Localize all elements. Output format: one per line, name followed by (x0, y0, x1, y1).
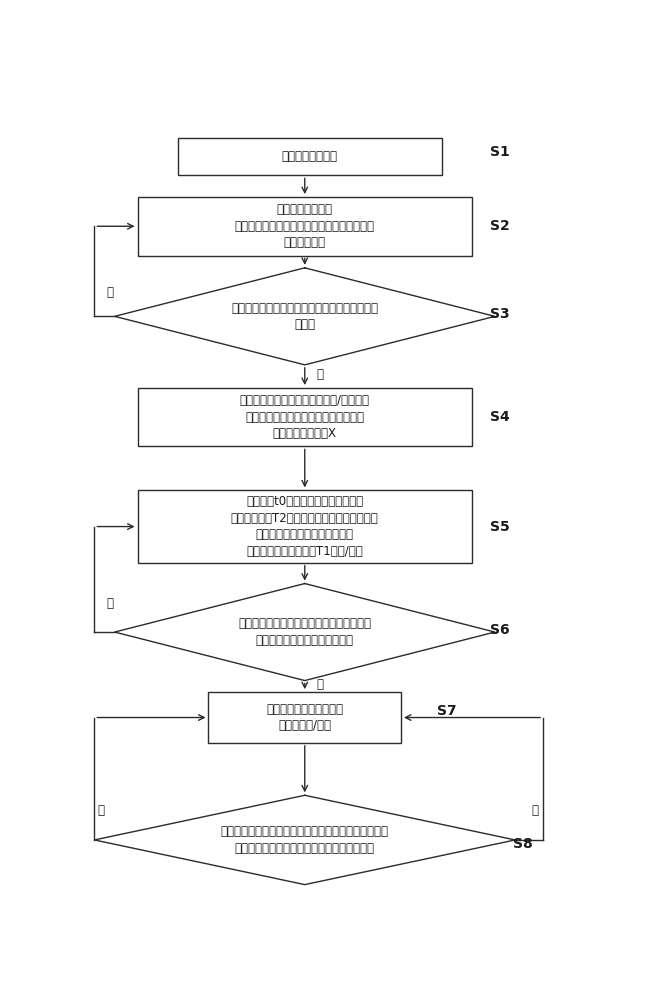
FancyBboxPatch shape (209, 692, 401, 743)
Text: 采集室内温度数据并输出至温度控制器，温度控制器判
断当前室内温度是否偏离设定温度超过预设值: 采集室内温度数据并输出至温度控制器，温度控制器判 断当前室内温度是否偏离设定温度… (221, 825, 388, 855)
Text: 设定期望温度数据: 设定期望温度数据 (282, 150, 338, 163)
Text: S7: S7 (437, 704, 456, 718)
FancyBboxPatch shape (137, 197, 472, 256)
Text: S2: S2 (490, 219, 509, 233)
Text: 温度控制器停止控制制冷
模块输出冷/热气: 温度控制器停止控制制冷 模块输出冷/热气 (266, 703, 343, 732)
Text: S5: S5 (490, 520, 509, 534)
Polygon shape (114, 268, 495, 365)
Text: 输出期望温度数据对应温度的冷/热气，并
计算期望温度数据与第一室内温度数据
之间的初始温度差X: 输出期望温度数据对应温度的冷/热气，并 计算期望温度数据与第一室内温度数据 之间… (240, 394, 370, 440)
Text: 否: 否 (317, 368, 324, 381)
Polygon shape (94, 795, 515, 885)
Text: 否: 否 (532, 804, 539, 817)
Text: 是: 是 (97, 804, 105, 817)
Text: 采集初始时刻第一
室内温度数据并输出至中央空调温度控制系统
的温度控制器: 采集初始时刻第一 室内温度数据并输出至中央空调温度控制系统 的温度控制器 (235, 203, 375, 249)
Text: 经过时间t0后至下一时刻，采集第二
室内温度数据T2并输出给温度控制器，温度控
制器控制中央空调温度控制系统
的制冷模块输出温度为T1的冷/热气: 经过时间t0后至下一时刻，采集第二 室内温度数据T2并输出给温度控制器，温度控 … (231, 495, 379, 558)
Text: 温度控制器判断期望温度数据与第一室内温度是
否相同: 温度控制器判断期望温度数据与第一室内温度是 否相同 (232, 302, 378, 331)
Text: S4: S4 (490, 410, 509, 424)
Text: S1: S1 (490, 145, 509, 159)
Text: 否: 否 (106, 597, 113, 610)
Text: S3: S3 (490, 307, 509, 321)
Text: S8: S8 (513, 837, 532, 851)
Text: 是: 是 (317, 678, 324, 691)
Text: S6: S6 (490, 623, 509, 637)
FancyBboxPatch shape (178, 138, 441, 175)
FancyBboxPatch shape (137, 490, 472, 563)
Polygon shape (114, 584, 495, 681)
FancyBboxPatch shape (137, 388, 472, 446)
Text: 判断所述下一时刻距离所述初始时刻的时间
间隔是否大于等于第一预设时间: 判断所述下一时刻距离所述初始时刻的时间 间隔是否大于等于第一预设时间 (238, 617, 371, 647)
Text: 是: 是 (106, 286, 113, 299)
